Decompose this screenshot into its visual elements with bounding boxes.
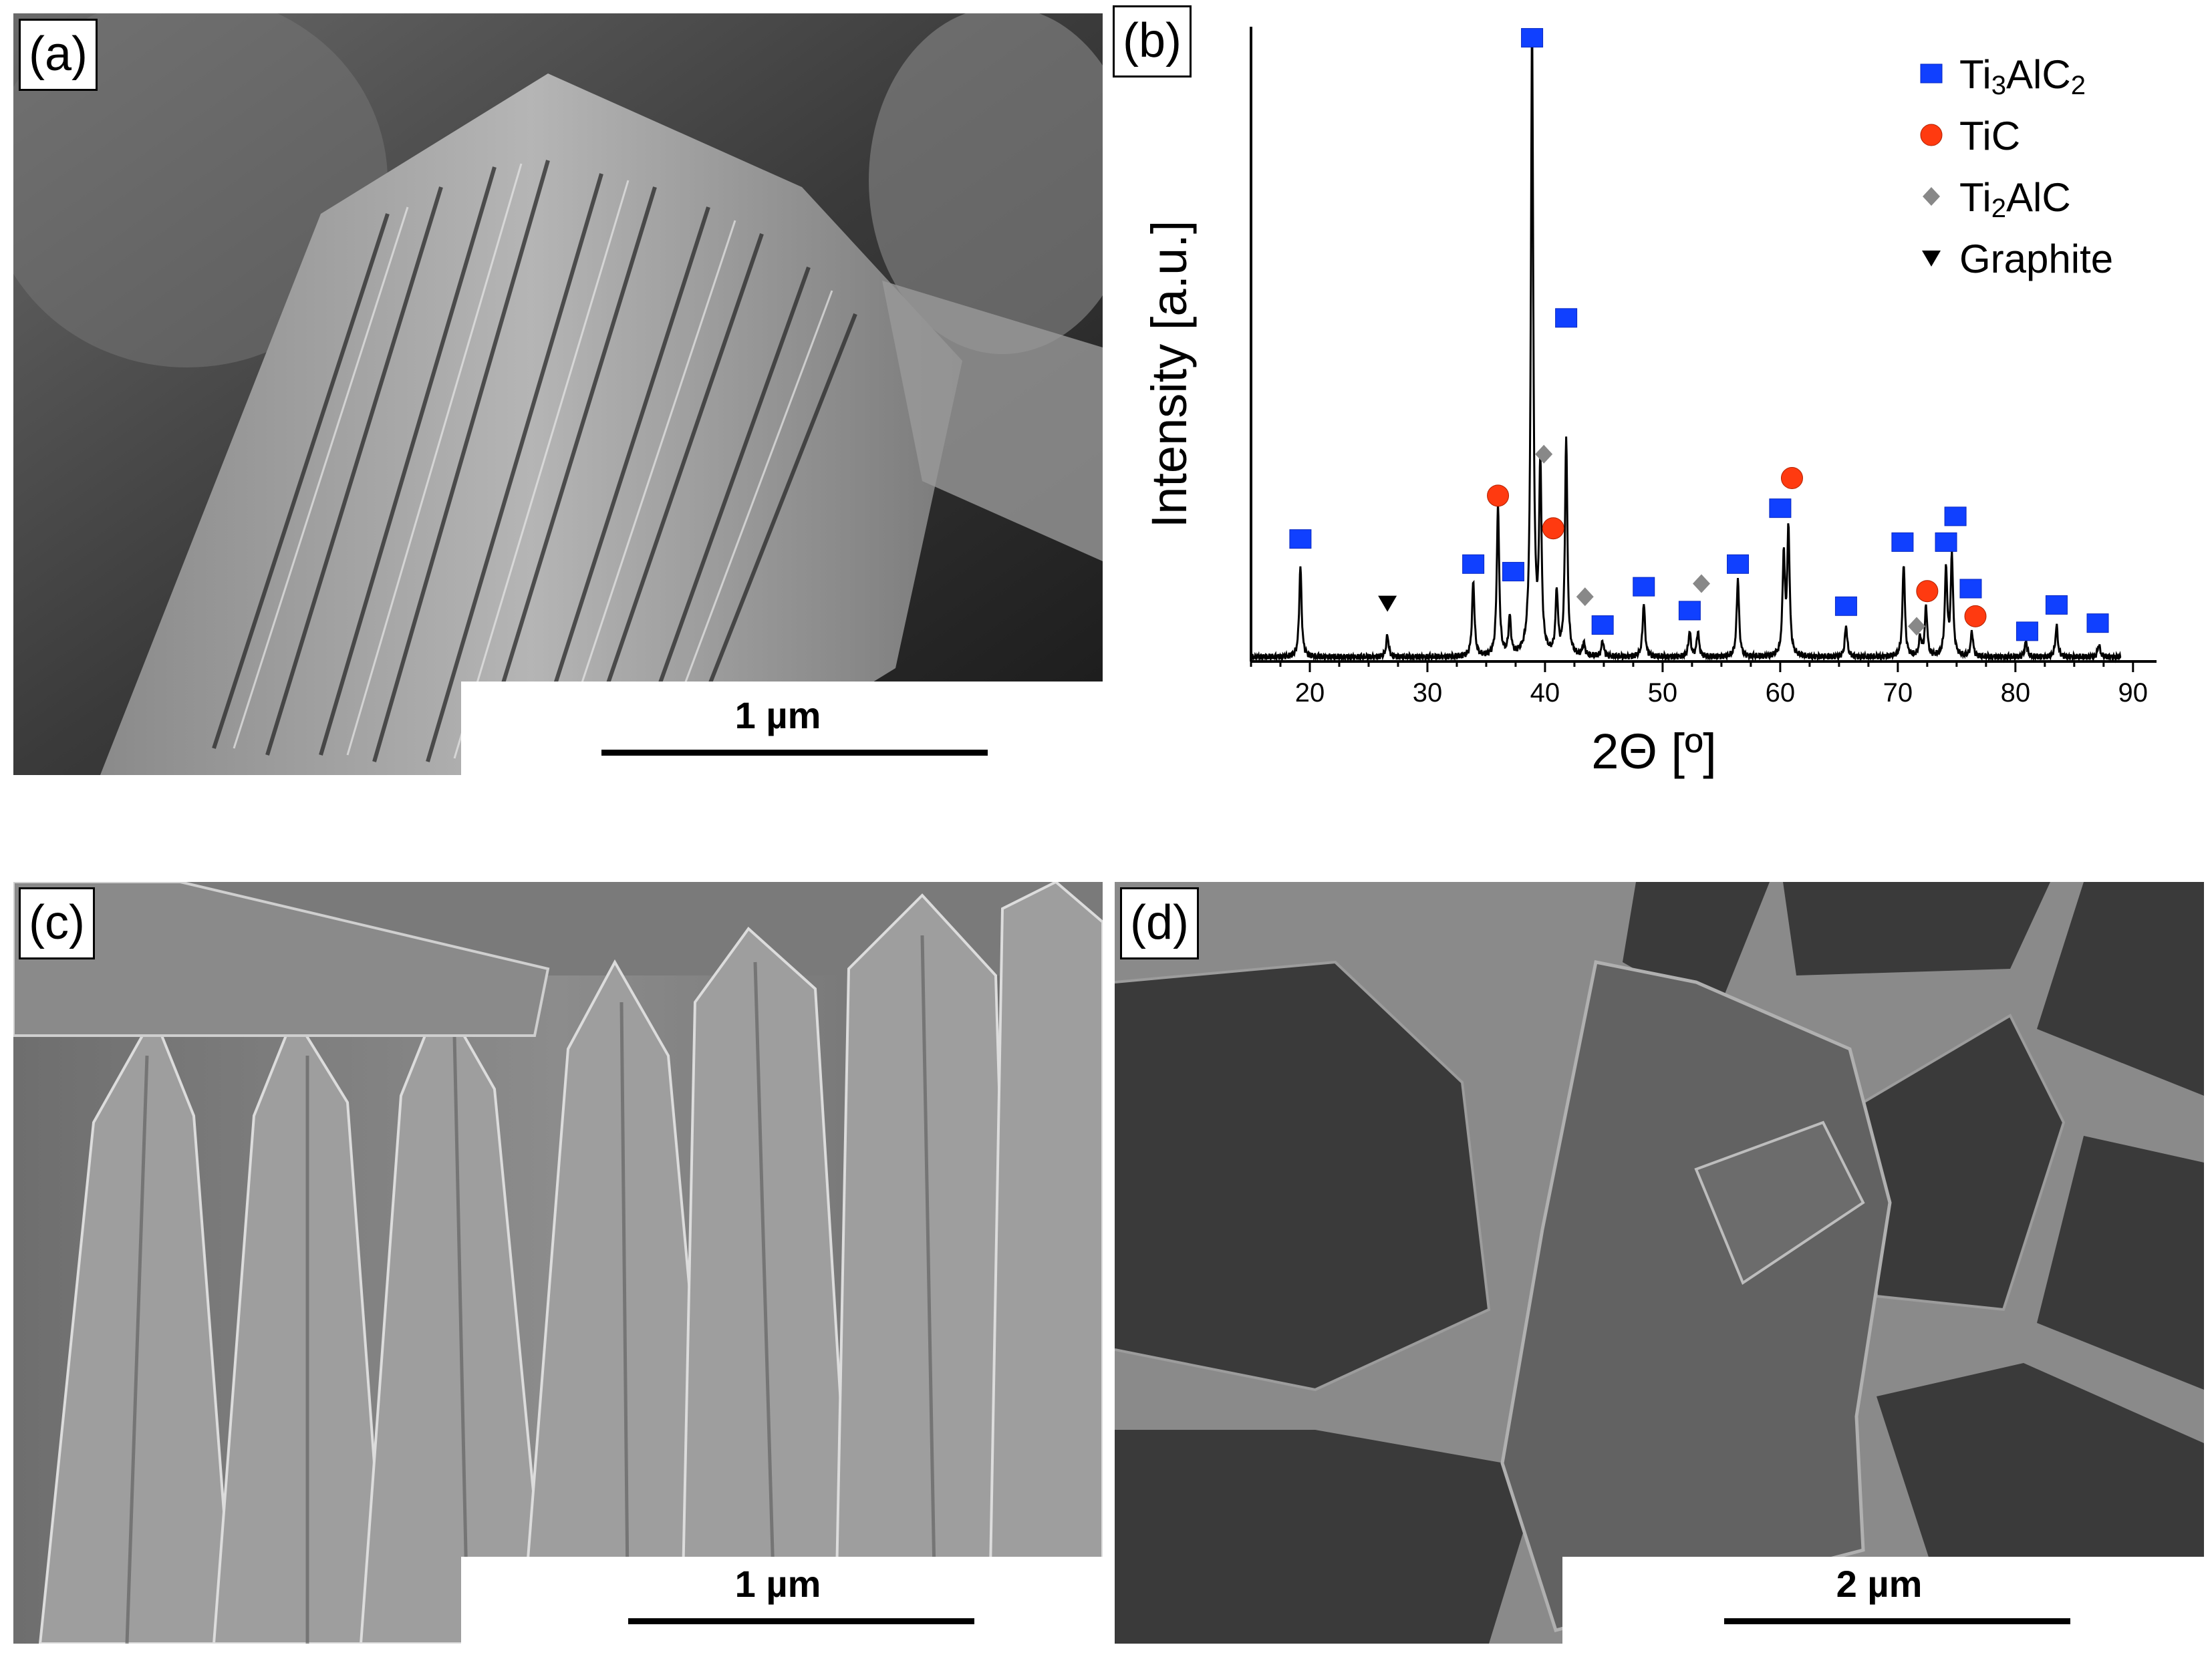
panel-label-b: (b) bbox=[1113, 5, 1192, 78]
marker-ti3alc2 bbox=[1289, 529, 1312, 549]
scale-bar-c bbox=[628, 1618, 974, 1624]
panel-label-a: (a) bbox=[19, 19, 98, 91]
marker-tic bbox=[1780, 467, 1803, 490]
legend-marker-tic bbox=[1920, 124, 1943, 146]
marker-ti3alc2 bbox=[1502, 562, 1524, 582]
panel-a: (a) 1 µm bbox=[13, 13, 1103, 775]
scale-bar-label-c: 1 µm bbox=[734, 1563, 821, 1605]
legend-label-graphite: Graphite bbox=[1959, 237, 2113, 281]
scale-bar-label-d: 2 µm bbox=[1836, 1563, 1923, 1605]
marker-ti3alc2 bbox=[2016, 621, 2038, 641]
scale-bar-box-c: 1 µm bbox=[461, 1557, 1103, 1644]
legend-marker-ti3alc2 bbox=[1920, 63, 1943, 84]
scale-bar-box-d: 2 µm bbox=[1562, 1557, 2204, 1644]
marker-ti3alc2 bbox=[1727, 554, 1750, 574]
sem-image-c bbox=[13, 882, 1103, 1644]
marker-ti3alc2 bbox=[1678, 601, 1701, 621]
x-ticks: 20 30 40 50 60 70 80 90 bbox=[1250, 661, 2149, 708]
panel-label-d: (d) bbox=[1120, 887, 1199, 959]
x-tick-label: 50 bbox=[1648, 678, 1678, 708]
phase-markers bbox=[1289, 28, 2109, 641]
marker-ti3alc2 bbox=[1944, 506, 1967, 526]
marker-ti3alc2 bbox=[2045, 595, 2068, 615]
marker-tic bbox=[1964, 605, 1987, 627]
marker-ti3alc2 bbox=[1591, 615, 1614, 635]
legend-label-tic: TiC bbox=[1959, 114, 2020, 158]
marker-ti3alc2 bbox=[1769, 498, 1792, 518]
marker-tic bbox=[1916, 580, 1939, 603]
x-tick-label: 70 bbox=[1883, 678, 1913, 708]
sem-image-a bbox=[13, 13, 1103, 775]
marker-ti3alc2 bbox=[2086, 613, 2109, 633]
marker-ti3alc2 bbox=[1935, 532, 1957, 552]
marker-ti2alc bbox=[1576, 587, 1594, 607]
marker-ti3alc2 bbox=[1633, 577, 1655, 597]
marker-tic bbox=[1542, 517, 1564, 540]
x-tick-label: 20 bbox=[1295, 678, 1325, 708]
legend-marker-ti2alc bbox=[1923, 187, 1940, 206]
marker-ti3alc2 bbox=[1462, 554, 1485, 574]
scale-bar-label-a: 1 µm bbox=[734, 694, 821, 736]
xrd-chart: 20 30 40 50 60 70 80 90 Intensity [a.u.] 2Θ [º]… bbox=[1113, 0, 2212, 802]
x-tick-label: 60 bbox=[1766, 678, 1796, 708]
chart-axes bbox=[1250, 27, 2157, 663]
marker-graphite bbox=[1378, 595, 1397, 612]
x-axis-label: 2Θ [º] bbox=[1591, 724, 1716, 779]
sem-image-d bbox=[1115, 882, 2204, 1644]
legend-label-ti2alc: Ti2AlC bbox=[1959, 175, 2071, 223]
x-tick-label: 40 bbox=[1530, 678, 1560, 708]
x-tick-label: 90 bbox=[2118, 678, 2149, 708]
x-tick-label: 30 bbox=[1413, 678, 1443, 708]
scale-bar-box-a: 1 µm bbox=[461, 682, 1103, 775]
xrd-pattern-line bbox=[1250, 38, 2122, 663]
marker-ti3alc2 bbox=[1891, 532, 1914, 552]
marker-ti3alc2 bbox=[1959, 579, 1982, 599]
xrd-chart-svg: 20 30 40 50 60 70 80 90 Intensity [a.u.] 2Θ [º]… bbox=[1141, 27, 2157, 779]
marker-tic bbox=[1487, 484, 1510, 507]
scale-bar-d bbox=[1724, 1618, 2070, 1624]
marker-ti3alc2 bbox=[1555, 308, 1578, 328]
marker-ti2alc bbox=[1908, 617, 1926, 636]
chart-legend: Ti3AlC2 TiC Ti2AlC Graphite bbox=[1920, 52, 2113, 281]
panel-c: (c) 1 µm bbox=[13, 882, 1103, 1644]
marker-ti2alc bbox=[1692, 574, 1710, 593]
scale-bar-a bbox=[601, 750, 988, 756]
x-tick-label: 80 bbox=[2001, 678, 2031, 708]
legend-marker-graphite bbox=[1922, 251, 1941, 267]
y-axis-label: Intensity [a.u.] bbox=[1141, 220, 1197, 528]
panel-label-c: (c) bbox=[19, 887, 95, 959]
marker-ti2alc bbox=[1535, 444, 1553, 464]
panel-d: (d) 2 µm bbox=[1115, 882, 2204, 1644]
marker-ti3alc2 bbox=[1521, 28, 1544, 48]
legend-label-ti3alc2: Ti3AlC2 bbox=[1959, 52, 2086, 100]
marker-ti3alc2 bbox=[1834, 596, 1857, 616]
